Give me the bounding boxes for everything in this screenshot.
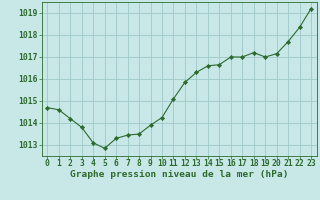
X-axis label: Graphe pression niveau de la mer (hPa): Graphe pression niveau de la mer (hPa) [70, 170, 288, 179]
